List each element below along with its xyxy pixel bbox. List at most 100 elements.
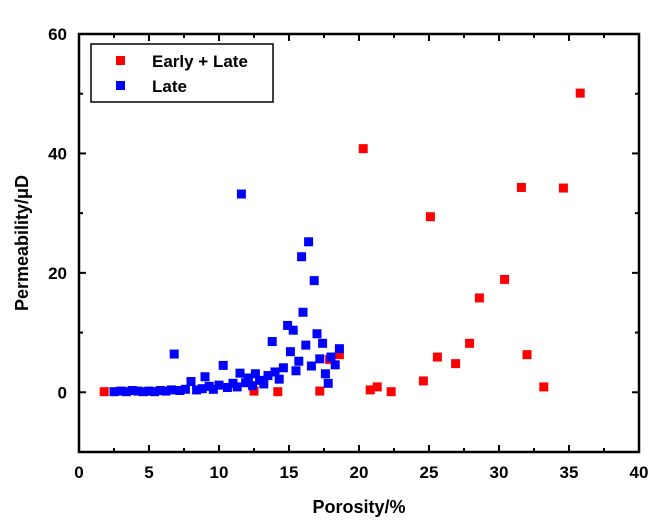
legend-label-late: Late [152, 77, 187, 96]
early-late-point [575, 88, 585, 98]
x-tick-label: 10 [210, 463, 229, 482]
legend: Early + Late Late [90, 43, 274, 103]
early-late-point [273, 387, 283, 397]
x-tick-label: 15 [280, 463, 299, 482]
late-point [323, 378, 333, 388]
x-tick-label: 40 [630, 463, 649, 482]
early-late-point [386, 387, 396, 397]
late-point [208, 384, 218, 394]
early-late-point [418, 376, 428, 386]
x-tick-label: 5 [144, 463, 153, 482]
late-point [270, 367, 280, 377]
late-point [197, 384, 207, 394]
late-point [116, 386, 126, 396]
late-point [169, 349, 179, 359]
y-tick-label: 0 [58, 383, 67, 402]
y-tick-label: 40 [48, 144, 67, 163]
y-tick-label: 60 [48, 25, 67, 44]
early-late-point [358, 144, 368, 154]
y-axis-title: Permeability/μD [12, 175, 32, 311]
axis-ticks [78, 33, 640, 452]
early-late-point [365, 385, 375, 395]
late-point [297, 252, 307, 262]
legend-marker-early-late [116, 56, 125, 65]
late-point [320, 369, 330, 379]
late-point [288, 325, 298, 335]
late-point [318, 338, 328, 348]
late-point [236, 189, 246, 199]
late-point [312, 329, 322, 339]
legend-label-early-late: Early + Late [152, 52, 248, 71]
late-point [122, 387, 132, 397]
late-point [294, 356, 304, 366]
early-late-point [500, 274, 510, 284]
early-late-point [249, 386, 259, 396]
late-point [109, 387, 119, 397]
late-point [330, 360, 340, 370]
early-late-point [465, 338, 475, 348]
early-late-point [334, 350, 344, 360]
late-point [222, 383, 232, 393]
late-point [232, 382, 242, 392]
late-point [186, 377, 196, 387]
late-point [304, 237, 314, 247]
early-late-point [451, 359, 461, 369]
late-point [315, 354, 325, 364]
early-late-point [516, 182, 526, 192]
late-point [150, 387, 160, 397]
early-late-point [99, 387, 109, 397]
x-tick-label: 35 [560, 463, 579, 482]
late-point [133, 386, 143, 396]
late-point [180, 384, 190, 394]
early-late-point [372, 382, 382, 392]
late-point [161, 386, 171, 396]
early-late-point [558, 183, 568, 193]
late-point [166, 385, 176, 395]
late-point [274, 374, 284, 384]
late-point [243, 373, 253, 383]
late-point [278, 363, 288, 373]
late-point [127, 385, 137, 395]
late-point [192, 385, 202, 395]
late-point [259, 379, 269, 389]
late-point [309, 276, 319, 286]
series-early-late [99, 88, 585, 397]
late-point [298, 307, 308, 317]
late-point [144, 386, 154, 396]
late-point [285, 347, 295, 357]
early-late-point [522, 350, 532, 360]
tick-labels: 0 5 10 15 20 25 30 35 40 0 20 40 60 [48, 25, 648, 482]
early-late-point [432, 352, 442, 362]
late-point [155, 385, 165, 395]
late-point [138, 387, 148, 397]
late-point [263, 371, 273, 381]
x-tick-label: 0 [74, 463, 83, 482]
late-point [291, 366, 301, 376]
late-point [248, 381, 258, 391]
late-point [214, 380, 224, 390]
legend-box [90, 43, 274, 103]
y-tick-label: 20 [48, 264, 67, 283]
x-tick-label: 25 [420, 463, 439, 482]
x-tick-label: 30 [490, 463, 509, 482]
legend-marker-late [116, 81, 125, 90]
early-late-point [315, 386, 325, 396]
x-axis-title: Porosity/% [312, 497, 405, 517]
series-late [109, 189, 344, 397]
late-point [267, 337, 277, 347]
late-point [334, 344, 344, 354]
late-point [301, 340, 311, 350]
data-points [99, 88, 585, 397]
late-point [283, 320, 293, 330]
late-point [241, 378, 251, 388]
early-late-point [539, 382, 549, 392]
late-point [235, 368, 245, 378]
late-point [200, 372, 210, 382]
late-point [250, 369, 260, 379]
early-late-point [474, 293, 484, 303]
late-point [306, 361, 316, 371]
late-point [326, 352, 336, 362]
late-point [175, 385, 185, 395]
late-point [218, 360, 228, 370]
